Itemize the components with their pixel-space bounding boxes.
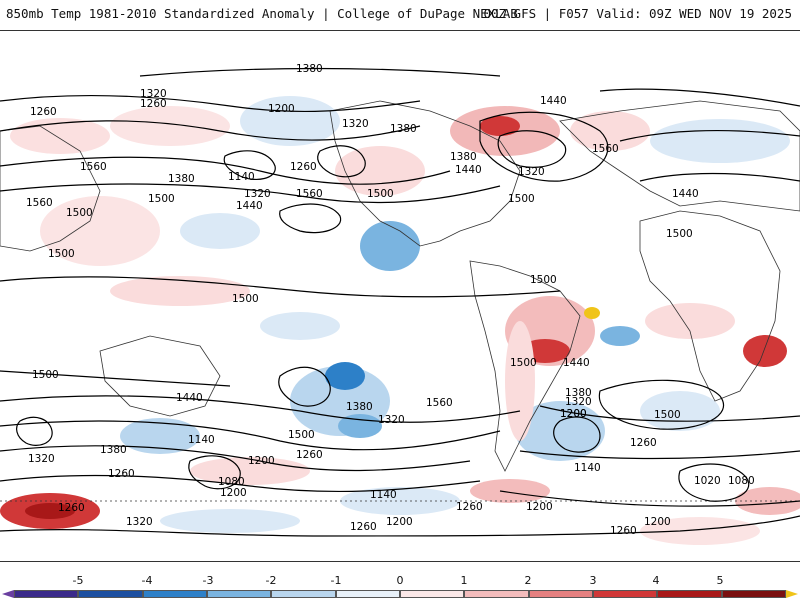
contour-label: 1320 [565, 396, 592, 408]
contour-label: 1500 [530, 274, 557, 286]
contour-label: 1500 [510, 357, 537, 369]
contour-label: 1440 [455, 164, 482, 176]
contour-label: 1380 [390, 123, 417, 135]
contour-label: 1380 [565, 387, 592, 399]
colorbar-tick-label: -2 [265, 574, 277, 587]
colorbar-segment [271, 590, 336, 598]
colorbar-tick-label: 0 [396, 574, 404, 587]
contour-label: 1500 [232, 293, 259, 305]
colorbar-segment [528, 590, 593, 598]
contour-label: 1560 [26, 197, 53, 209]
colorbar-tick-label: 2 [524, 574, 532, 587]
contour-label: 1560 [296, 188, 323, 200]
colorbar-segment [464, 590, 529, 598]
contour-label: 1560 [592, 143, 619, 155]
contour-label: 1320 [378, 414, 405, 426]
contour-label: 1500 [288, 429, 315, 441]
contour-label: 1260 [140, 98, 167, 110]
contour-label: 1320 [140, 88, 167, 100]
contour-label: 1080 [218, 476, 245, 488]
colorbar-tick-label: 3 [589, 574, 597, 587]
contour-label: 1260 [630, 437, 657, 449]
contour-label: 1440 [176, 392, 203, 404]
colorbar-segment [335, 590, 400, 598]
contour-label: 1260 [58, 502, 85, 514]
contour-label: 1200 [220, 487, 247, 499]
contour-label: 1140 [188, 434, 215, 446]
anomaly-colorbar: -5 -4 -3 -2 -1 0 1 2 3 4 5 [0, 570, 800, 600]
colorbar-tick-label: 1 [460, 574, 468, 587]
colorbar-segments [14, 590, 786, 598]
colorbar-tick-label: -1 [330, 574, 342, 587]
colorbar-tick-label: -4 [141, 574, 153, 587]
contour-label: 1200 [560, 408, 587, 420]
contour-label: 1500 [666, 228, 693, 240]
contour-label: 1500 [367, 188, 394, 200]
contour-label: 1440 [236, 200, 263, 212]
contour-label: 1320 [244, 188, 271, 200]
contour-labels: 1380 1320 1260 1260 1200 1320 1440 1380 … [26, 63, 755, 537]
colorbar-segment [657, 590, 722, 598]
contour-label: 1320 [28, 453, 55, 465]
contour-label: 1140 [370, 489, 397, 501]
contour-label: 1140 [574, 462, 601, 474]
map-canvas: 1380 1320 1260 1260 1200 1320 1440 1380 … [0, 31, 800, 561]
contour-label: 1500 [32, 369, 59, 381]
contour-label: 1440 [672, 188, 699, 200]
contour-label: 1080 [728, 475, 755, 487]
colorbar-segment [142, 590, 207, 598]
contour-label: 1380 [168, 173, 195, 185]
contour-label: 1200 [644, 516, 671, 528]
colorbar-low-tip [2, 590, 14, 598]
contour-label: 1380 [296, 63, 323, 75]
colorbar-segment [399, 590, 465, 598]
contour-label: 1260 [30, 106, 57, 118]
contour-label: 1500 [148, 193, 175, 205]
contour-label: 1320 [342, 118, 369, 130]
contour-label: 1440 [563, 357, 590, 369]
colorbar-segment [206, 590, 272, 598]
contour-label: 1260 [108, 468, 135, 480]
contour-label: 1440 [540, 95, 567, 107]
colorbar-segment [14, 590, 79, 598]
coastlines [0, 100, 800, 502]
contour-label: 1500 [508, 193, 535, 205]
height-contours [0, 67, 800, 537]
colorbar-segment [721, 590, 786, 598]
colorbar-tick-label: -3 [202, 574, 214, 587]
contour-label: 1020 [694, 475, 721, 487]
colorbar-tick-label: -5 [72, 574, 84, 587]
model-run-info: 00Z GFS | F057 Valid: 09Z WED NOV 19 202… [483, 6, 792, 21]
contour-label: 1200 [526, 501, 553, 513]
contour-label: 1560 [426, 397, 453, 409]
contour-label: 1380 [450, 151, 477, 163]
contour-label: 1380 [346, 401, 373, 413]
world-map: 1380 1320 1260 1260 1200 1320 1440 1380 … [0, 30, 800, 562]
contour-label: 1500 [66, 207, 93, 219]
contour-label: 1260 [290, 161, 317, 173]
contour-label: 1500 [48, 248, 75, 260]
contour-label: 1260 [456, 501, 483, 513]
colorbar-tick-label: 4 [652, 574, 660, 587]
contour-label: 1260 [350, 521, 377, 533]
colorbar-segment [592, 590, 658, 598]
header: 850mb Temp 1981-2010 Standardized Anomal… [0, 0, 800, 30]
contour-label: 1380 [100, 444, 127, 456]
contour-label: 1260 [296, 449, 323, 461]
anomaly-shading [0, 96, 800, 545]
colorbar-segment [78, 590, 143, 598]
colorbar-high-tip [786, 590, 798, 598]
map-title: 850mb Temp 1981-2010 Standardized Anomal… [6, 6, 518, 21]
contour-label: 1320 [518, 166, 545, 178]
contour-label: 1500 [654, 409, 681, 421]
colorbar-tick-label: 5 [716, 574, 724, 587]
contour-label: 1320 [126, 516, 153, 528]
contour-label: 1200 [386, 516, 413, 528]
contour-label: 1200 [248, 455, 275, 467]
contour-label: 1560 [80, 161, 107, 173]
contour-label: 1140 [228, 171, 255, 183]
contour-label: 1260 [610, 525, 637, 537]
contour-label: 1200 [560, 408, 587, 420]
contour-label: 1200 [268, 103, 295, 115]
